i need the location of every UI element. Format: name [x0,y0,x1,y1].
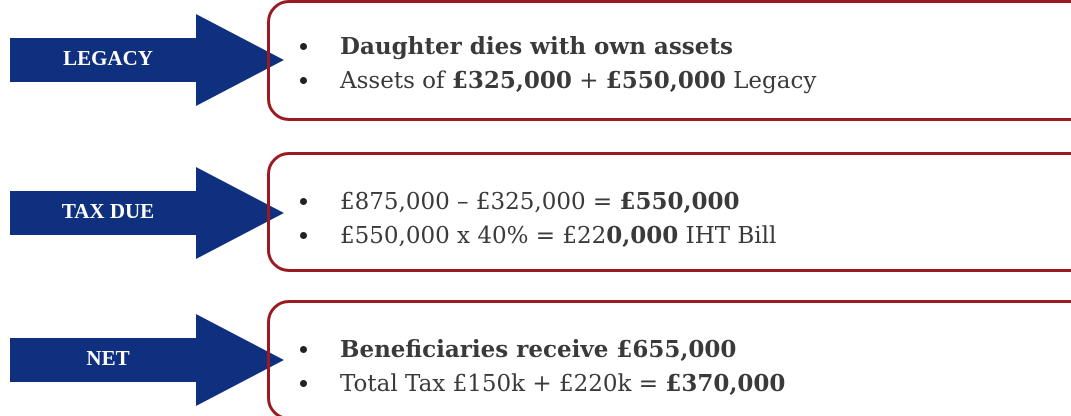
arrow: LEGACY [10,14,284,106]
text-run: 0,000 [606,222,679,249]
step-row: TAX DUE £875,000 – £325,000 = £550,000 £55… [0,150,1071,280]
bullet-item: Daughter dies with own assets [300,30,1071,64]
text-run: Total Tax £150k + £220k = [340,371,666,397]
bullet-item: Total Tax £150k + £220k = £370,000 [300,367,1071,401]
info-box: £875,000 – £325,000 = £550,000 £550,000 x… [267,152,1071,272]
arrow-label: LEGACY [63,46,153,70]
text-run: + [571,68,606,94]
step-row: NET Beneficiaries receive £655,000 Total T… [0,298,1071,416]
info-box: Daughter dies with own assets Assets of £… [267,0,1071,121]
arrow-shape [10,14,284,106]
text-run: £325,000 [451,67,572,94]
text-run: Beneficiaries receive £655,000 [340,336,737,363]
text-run: £550,000 [605,67,726,94]
text-run: Assets of [340,68,452,94]
bullet-item: £550,000 x 40% = £220,000 IHT Bill [300,219,1071,253]
text-run: Legacy [725,68,817,94]
text-run: £550,000 [619,188,740,215]
bullet-list: Daughter dies with own assets Assets of £… [270,30,1071,98]
bullet-list: Beneficiaries receive £655,000 Total Tax … [270,333,1071,401]
text-run: IHT Bill [678,223,777,249]
info-box: Beneficiaries receive £655,000 Total Tax … [267,300,1071,416]
text-run: £370,000 [665,370,786,397]
arrow-shape [10,314,284,406]
arrow-label: TAX DUE [62,199,154,223]
bullet-list: £875,000 – £325,000 = £550,000 £550,000 x… [270,185,1071,253]
bullet-item: Assets of £325,000 + £550,000 Legacy [300,64,1071,98]
step-row: LEGACY Daughter dies with own assets Asset… [0,0,1071,130]
arrow-shape [10,167,284,259]
arrow: NET [10,314,284,406]
text-run: Daughter dies with own assets [340,33,733,60]
bullet-item: £875,000 – £325,000 = £550,000 [300,185,1071,219]
text-run: £875,000 – £325,000 = [340,189,620,215]
arrow: TAX DUE [10,167,284,259]
bullet-item: Beneficiaries receive £655,000 [300,333,1071,367]
text-run: £550,000 x 40% = £22 [340,223,607,249]
arrow-label: NET [86,346,129,370]
